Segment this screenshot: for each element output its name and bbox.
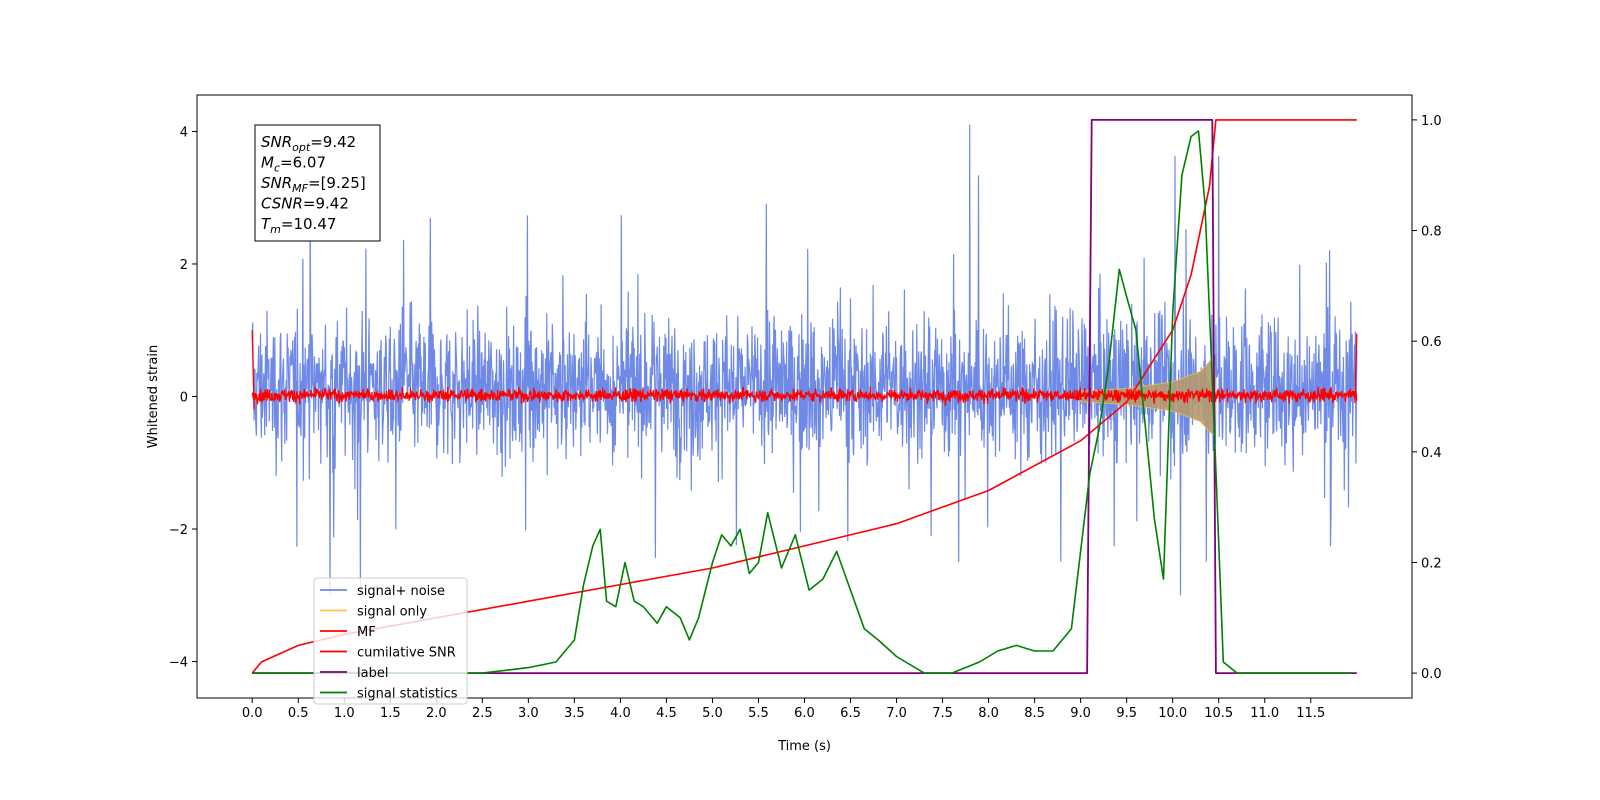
x-tick-label: 3.0 [518,706,539,721]
stat-line: Tm=10.47 [261,215,336,236]
y-tick-label: 2 [180,258,188,273]
x-tick-label: 8.0 [978,706,999,721]
y2-tick-label: 0.4 [1421,446,1442,461]
series-mf [251,386,1358,406]
x-tick-label: 7.5 [932,706,953,721]
y2-tick-label: 0.2 [1421,556,1442,571]
x-tick-label: 10.0 [1158,706,1187,721]
legend: signal+ noise signal only MF cumilative SNR… [313,577,468,705]
x-tick-label: 1.0 [334,706,355,721]
y2-tick-label: 1.0 [1421,114,1442,129]
x-tick-label: 2.0 [426,706,447,721]
x-tick-label: 4.5 [656,706,677,721]
x-tick-label: 11.5 [1296,706,1325,721]
y-axis-right: 1.0 0.8 0.6 0.4 0.2 0.0 [1412,114,1442,682]
legend-label: signal only [357,605,427,620]
x-tick-label: 5.5 [748,706,769,721]
x-tick-label: 6.5 [840,706,861,721]
x-tick-label: 9.0 [1070,706,1091,721]
legend-label: label [357,666,388,681]
y2-tick-label: 0.8 [1421,225,1442,240]
legend-frame [313,577,468,705]
series-signal-statistics [252,130,1353,674]
x-axis-title: Time (s) [777,739,831,754]
y-tick-label: −4 [169,656,188,671]
x-tick-label: 6.0 [794,706,815,721]
x-tick-label: 11.0 [1250,706,1279,721]
stat-line: Mc=6.07 [261,154,326,175]
x-tick-label: 10.5 [1204,706,1233,721]
stat-line: SNRopt=9.42 [261,133,356,154]
y2-tick-label: 0.6 [1421,335,1442,350]
x-tick-label: 2.5 [472,706,493,721]
series-signal-noise [251,124,1358,596]
y-tick-label: 4 [180,125,188,140]
series-mf-edges [251,330,1358,410]
x-tick-label: 0.5 [288,706,309,721]
y-tick-label: −2 [169,523,188,538]
legend-label: cumilative SNR [357,646,456,661]
legend-label: MF [357,625,376,640]
x-axis: 0.0 0.5 1.0 1.5 2.0 2.5 3.0 3.5 4.0 4.5 5.0 5.5 6.0 6… [242,698,1325,721]
x-tick-label: 3.5 [564,706,585,721]
y2-tick-label: 0.0 [1421,667,1442,682]
y-tick-label: 0 [180,391,188,406]
x-tick-label: 9.5 [1116,706,1137,721]
y-axis-left: 4 2 0 −2 −4 [169,125,197,671]
stat-line: CSNR=9.42 [261,195,349,213]
y-axis-title: Whitened strain [146,345,161,448]
x-tick-label: 4.0 [610,706,631,721]
x-tick-label: 8.5 [1024,706,1045,721]
x-tick-label: 5.0 [702,706,723,721]
stat-line: SNRMF=[9.25] [261,174,366,195]
legend-label: signal+ noise [357,584,445,599]
x-tick-label: 7.0 [886,706,907,721]
x-tick-label: 0.0 [242,706,263,721]
x-tick-label: 1.5 [380,706,401,721]
stats-box-frame [254,124,381,242]
legend-label: signal statistics [357,687,458,702]
